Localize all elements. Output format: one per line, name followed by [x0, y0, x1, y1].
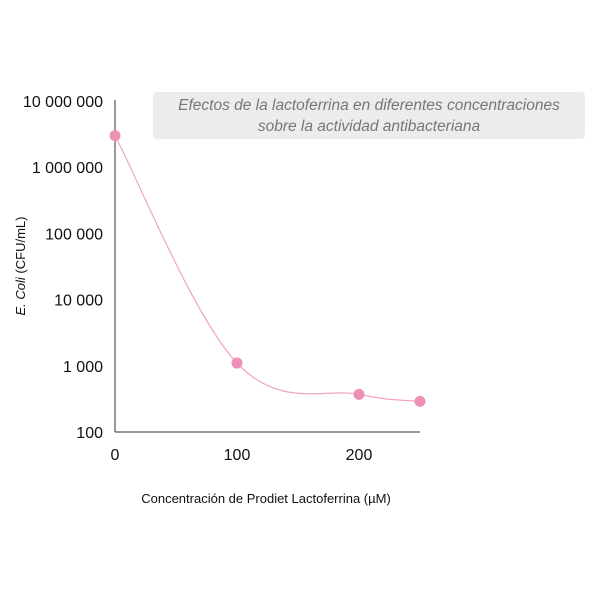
series-line: [114, 135, 421, 402]
y-tick-label: 1 000 000: [32, 160, 103, 177]
x-tick-labels: 0 100 200: [111, 447, 373, 464]
chart-title-line-2: sobre la actividad antibacteriana: [257, 117, 481, 135]
x-axis-title: Concentración de Prodiet Lactoferrina (µ…: [141, 491, 391, 506]
y-tick-label: 100 000: [45, 226, 103, 243]
data-point: [231, 357, 243, 369]
x-tick-label: 200: [346, 447, 373, 464]
data-point: [109, 130, 121, 142]
y-tick-labels: 100 1 000 10 000 100 000 1 000 000 10 000 000: [23, 94, 103, 442]
y-tick-label: 1 000: [63, 359, 103, 376]
chart-title-box: Efectos de la lactoferrina en diferentes…: [153, 92, 585, 139]
y-axis-title-italic: E. Coli: [13, 276, 28, 315]
y-axis-title: E. Coli (CFU/mL): [13, 217, 28, 316]
data-point: [353, 388, 365, 400]
x-tick-label: 100: [224, 447, 251, 464]
y-axis-title-unit: (CFU/mL): [13, 217, 28, 278]
chart-title-line-1: Efectos de la lactoferrina en diferentes…: [178, 96, 560, 114]
data-point: [414, 395, 426, 407]
y-tick-label: 10 000 000: [23, 94, 103, 111]
y-tick-label: 100: [76, 425, 103, 442]
series-markers: [109, 130, 426, 407]
y-tick-label: 10 000: [54, 293, 103, 310]
x-tick-label: 0: [111, 447, 120, 464]
